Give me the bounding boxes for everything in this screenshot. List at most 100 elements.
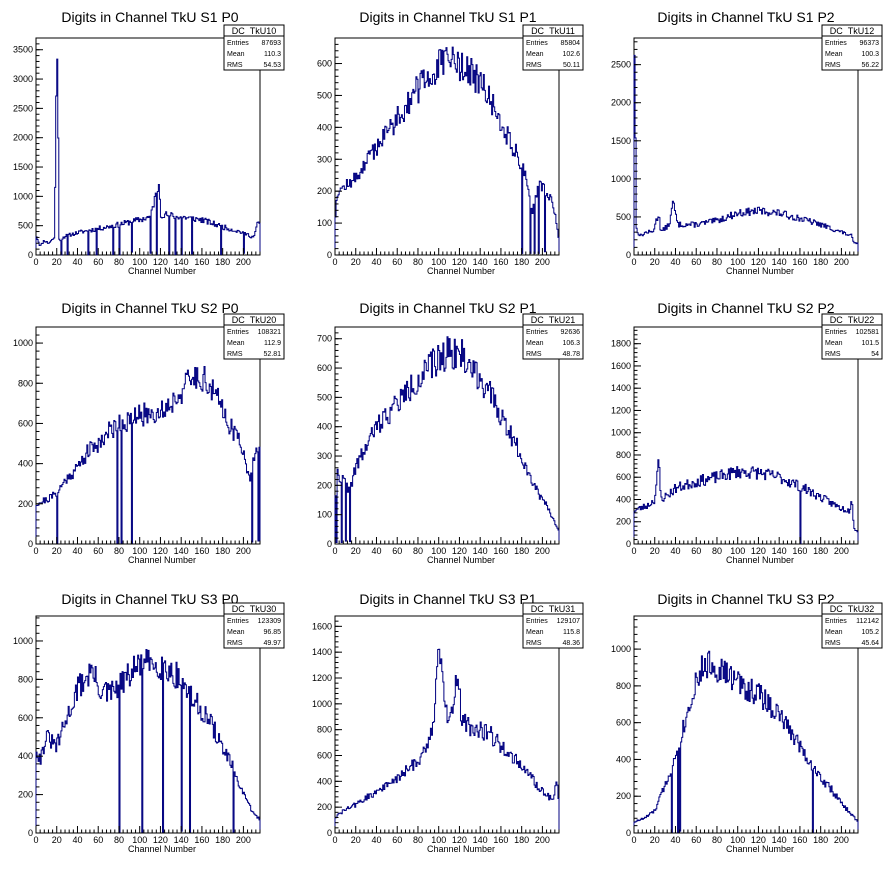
stats-box-frame	[522, 602, 584, 649]
y-tick-label: 1500	[13, 162, 33, 172]
x-tick-label: 200	[834, 546, 849, 556]
x-tick-label: 200	[236, 835, 251, 845]
y-tick-label: 1000	[611, 644, 631, 654]
y-tick-label: 1000	[13, 338, 33, 348]
y-tick-label: 200	[317, 186, 332, 196]
plot-frame	[633, 326, 859, 545]
stats-label-entries: Entries	[825, 40, 847, 47]
stats-value-mean: 102.6	[562, 51, 580, 58]
x-tick-label: 180	[514, 546, 529, 556]
stats-label-rms: RMS	[825, 351, 841, 358]
histogram-line	[633, 459, 859, 544]
histogram-panel: Digits in Channel TkU S1 P1 0 20 40 60 80 100 1…	[317, 9, 584, 276]
stats-value-mean: 105.2	[861, 629, 879, 636]
stats-box-frame	[821, 24, 883, 71]
x-tick-label: 100	[730, 546, 745, 556]
x-tick-label: 40	[670, 257, 680, 267]
y-tick-label: 200	[616, 517, 631, 527]
stats-box: DC_TkU31 Entries 129107 Mean 115.8 RMS 48.36	[522, 602, 584, 649]
stats-box-frame	[223, 24, 285, 71]
x-tick-label: 20	[351, 257, 361, 267]
stats-label-entries: Entries	[526, 329, 548, 336]
x-tick-label: 120	[751, 835, 766, 845]
y-tick-label: 3500	[13, 45, 33, 55]
stats-label-mean: Mean	[825, 51, 843, 58]
histogram-line	[633, 650, 859, 833]
y-tick-label-zero: 0	[626, 250, 631, 260]
stats-label-mean: Mean	[227, 51, 245, 58]
histogram-panel: Digits in Channel TkU S2 P2 0 20 40 60 80 100 1…	[611, 300, 883, 565]
x-tick-label: 60	[392, 257, 402, 267]
x-axis-label: Channel Number	[128, 555, 196, 565]
stats-label-entries: Entries	[526, 618, 548, 625]
y-tick-label: 200	[616, 791, 631, 801]
histogram-line	[35, 58, 261, 256]
x-tick-label: 80	[413, 546, 423, 556]
stats-label-entries: Entries	[227, 329, 249, 336]
y-tick-label: 1000	[611, 428, 631, 438]
y-tick-label: 1200	[312, 673, 332, 683]
x-tick-label: 140	[174, 257, 189, 267]
x-axis-label: Channel Number	[726, 555, 794, 565]
x-tick-label: 20	[650, 257, 660, 267]
stats-value-mean: 110.3	[264, 51, 281, 58]
x-tick-label: 80	[114, 257, 124, 267]
x-tick-label: 200	[535, 546, 550, 556]
histogram-panel: Digits in Channel TkU S1 P0 0 20 40 60 80 100 1…	[13, 9, 285, 276]
y-tick-label: 500	[616, 212, 631, 222]
x-tick-label: 40	[371, 835, 381, 845]
y-tick-label: 1600	[312, 621, 332, 631]
x-tick-label: 0	[332, 546, 337, 556]
x-tick-label: 40	[670, 546, 680, 556]
x-axis-label: Channel Number	[726, 266, 794, 276]
stats-box: DC_TkU32 Entries 112142 Mean 105.2 RMS 45.64	[821, 602, 883, 649]
y-tick-label: 100	[317, 218, 332, 228]
x-axis-label: Channel Number	[427, 266, 495, 276]
stats-name: DC_TkU21	[531, 315, 576, 325]
chart-title: Digits in Channel TkU S3 P1	[359, 591, 536, 607]
x-tick-label: 180	[215, 546, 230, 556]
stats-value-entries: 85804	[561, 40, 581, 47]
x-tick-label: 160	[792, 546, 807, 556]
y-tick-label: 400	[18, 751, 33, 761]
x-tick-label: 120	[153, 835, 168, 845]
x-tick-label: 40	[371, 257, 381, 267]
x-tick-label: 200	[535, 257, 550, 267]
stats-value-entries: 129107	[557, 618, 580, 625]
x-tick-label: 200	[834, 257, 849, 267]
chart-title: Digits in Channel TkU S2 P0	[61, 300, 238, 316]
y-tick-label: 500	[317, 90, 332, 100]
x-tick-label: 200	[535, 835, 550, 845]
stats-label-rms: RMS	[227, 351, 243, 358]
y-tick-label: 400	[616, 494, 631, 504]
x-tick-label: 120	[452, 546, 467, 556]
stats-value-mean: 115.8	[563, 629, 580, 636]
y-tick-label-zero: 0	[28, 539, 33, 549]
stats-label-rms: RMS	[825, 62, 841, 69]
x-tick-label: 80	[114, 546, 124, 556]
stats-label-rms: RMS	[227, 640, 243, 647]
stats-value-mean: 96.85	[263, 629, 281, 636]
y-tick-label-zero: 0	[28, 828, 33, 838]
y-tick-label: 2000	[611, 98, 631, 108]
y-tick-label: 1400	[611, 383, 631, 393]
stats-label-mean: Mean	[526, 629, 544, 636]
x-tick-label: 60	[93, 835, 103, 845]
x-tick-label: 140	[772, 546, 787, 556]
histogram-panel: Digits in Channel TkU S3 P2 0 20 40 60 80 100 1…	[611, 591, 883, 854]
stats-label-mean: Mean	[526, 51, 544, 58]
y-tick-label: 500	[317, 392, 332, 402]
stats-value-rms: 48.78	[562, 351, 580, 358]
x-tick-label: 160	[493, 835, 508, 845]
stats-box-frame	[821, 313, 883, 360]
x-tick-label: 60	[691, 546, 701, 556]
x-tick-label: 80	[712, 257, 722, 267]
histogram-line	[35, 366, 261, 544]
x-tick-label: 80	[712, 546, 722, 556]
x-tick-label: 0	[631, 835, 636, 845]
y-tick-label: 400	[317, 776, 332, 786]
stats-value-rms: 45.64	[861, 640, 879, 647]
stats-box: DC_TkU21 Entries 92636 Mean 106.3 RMS 48.78	[522, 313, 584, 360]
x-tick-label: 100	[132, 835, 147, 845]
y-tick-label: 800	[317, 725, 332, 735]
